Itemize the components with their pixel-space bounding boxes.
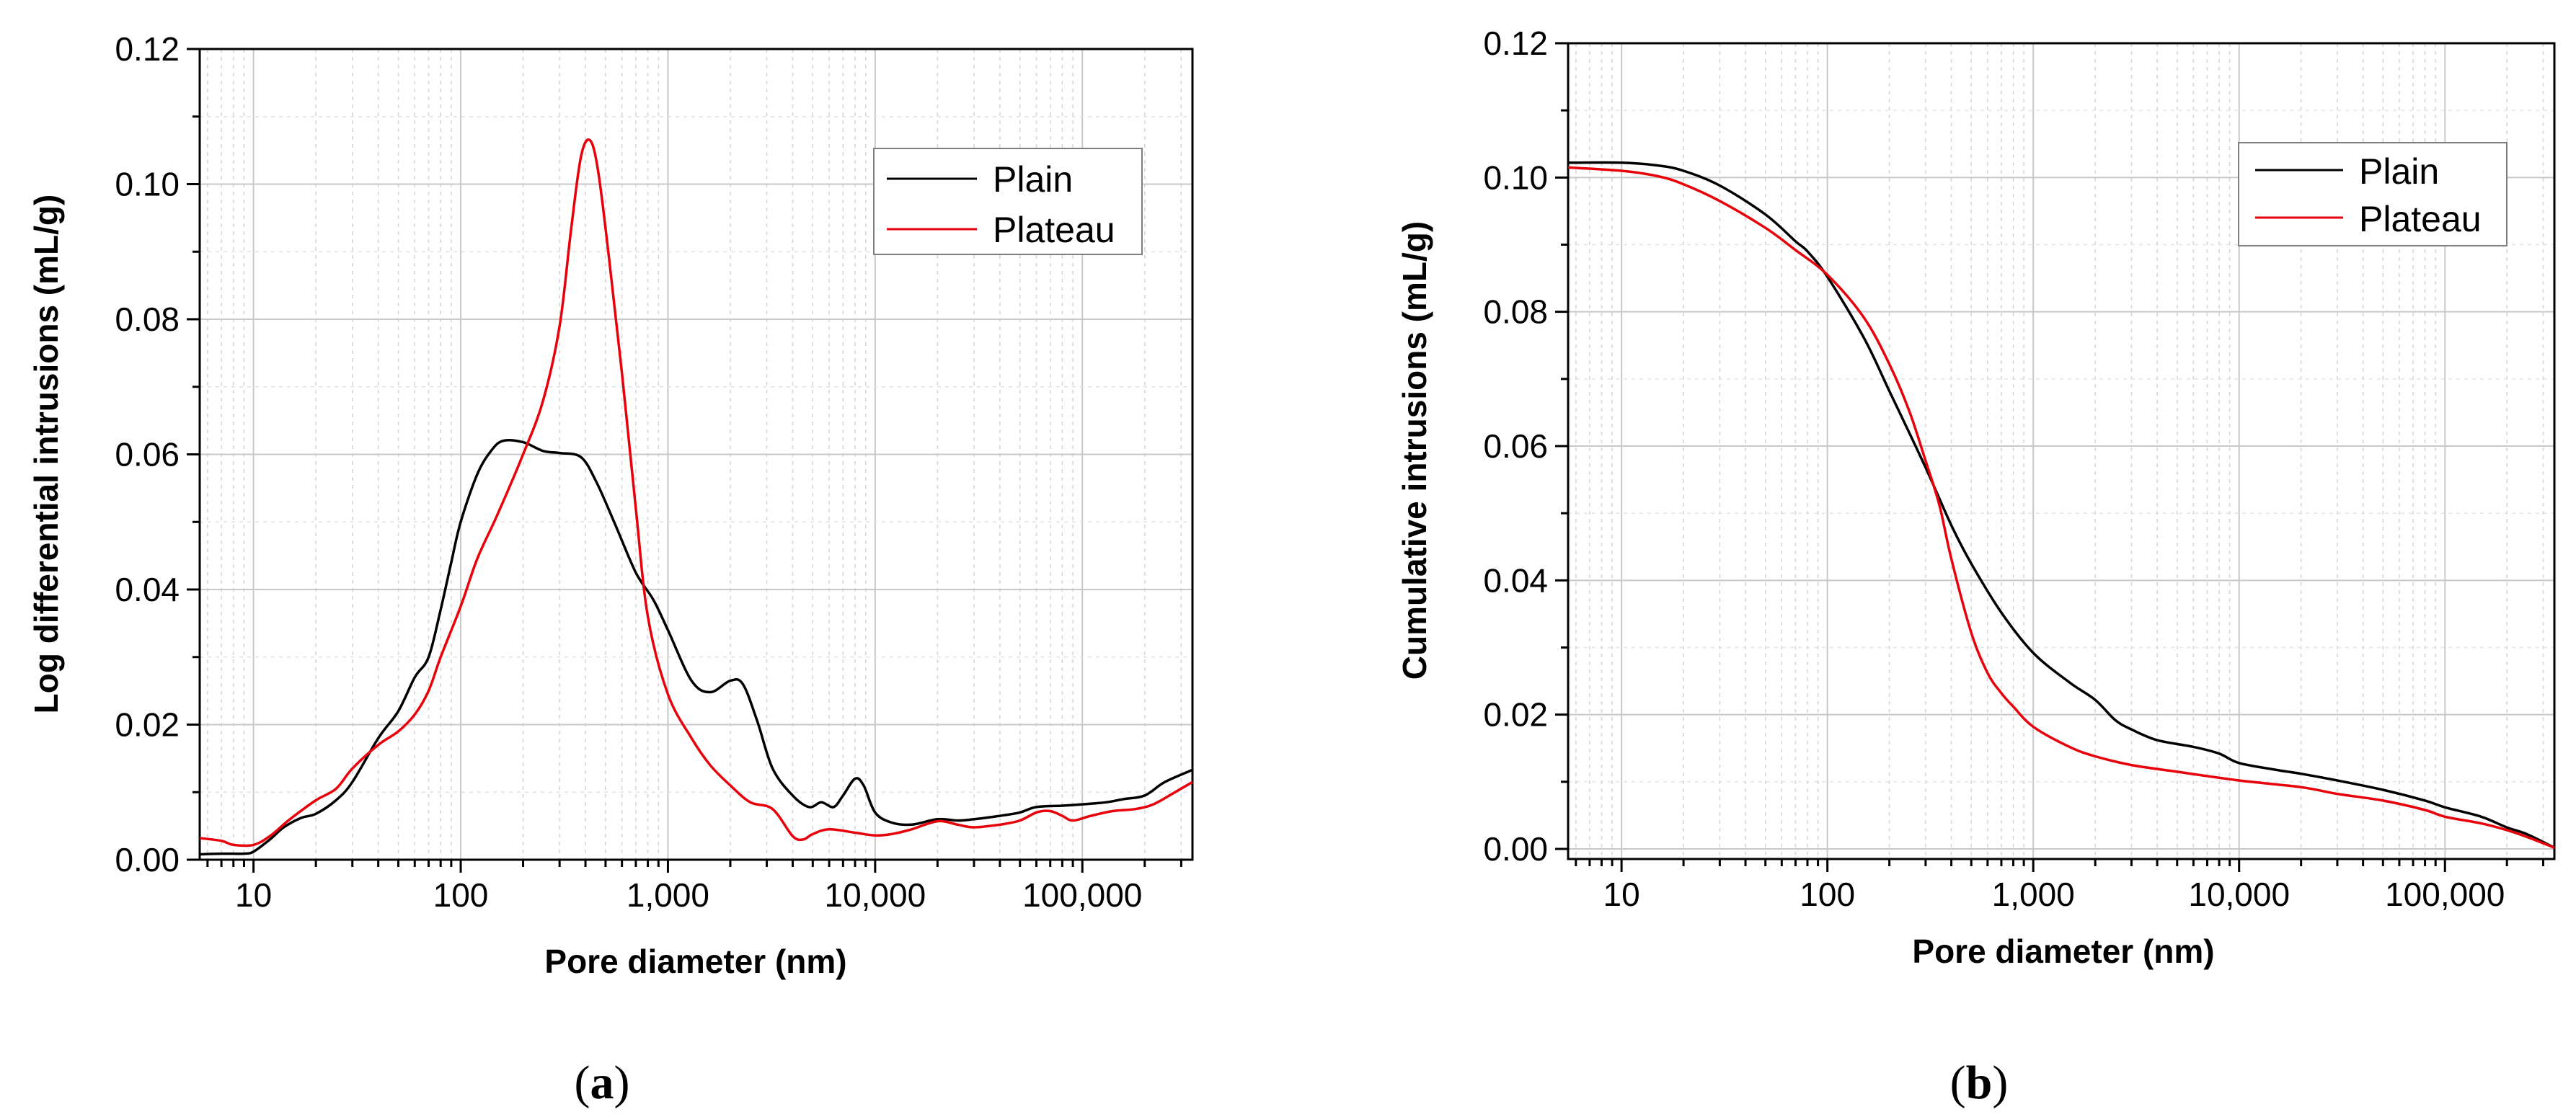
panel-label-a: (a) <box>575 1056 630 1109</box>
x-tick-label: 10 <box>1603 876 1640 913</box>
y-tick-label: 0.02 <box>115 706 180 744</box>
series-group-a <box>199 138 1193 856</box>
legend-box-b <box>2238 142 2508 246</box>
y-tick-label: 0.02 <box>1483 696 1548 734</box>
y-tick-label: 0.04 <box>115 571 180 608</box>
chart-panel-a: 10 100 1,000 10,000 100,000 0.00 0.02 0.04 0.06… <box>27 30 1194 1109</box>
series-line-plateau-a <box>199 138 1193 847</box>
y-axis-title-a: Log differential intrusions (mL/g) <box>27 195 65 714</box>
x-tick-label: 10 <box>235 876 272 914</box>
x-tick-label: 100,000 <box>1022 876 1142 914</box>
x-tick-label: 100 <box>1800 876 1855 913</box>
panel-letter-b: b <box>1966 1056 1993 1109</box>
x-tick-label: 1,000 <box>1992 876 2075 913</box>
legend-label-plateau-a: Plateau <box>993 210 1115 250</box>
legend-a: Plain Plateau <box>873 148 1143 255</box>
legend-b: Plain Plateau <box>2238 142 2508 246</box>
series-line-plateau-b <box>1567 166 2555 849</box>
y-tick-label: 0.04 <box>1483 561 1548 599</box>
legend-box-a <box>873 148 1143 255</box>
plot-frame-b <box>1567 42 2556 860</box>
legend-label-plain-b: Plain <box>2359 151 2439 192</box>
y-tick-label: 0.00 <box>1483 830 1548 868</box>
legend-label-plain-a: Plain <box>993 159 1073 200</box>
y-tick-label: 0.00 <box>115 841 180 878</box>
y-tick-label: 0.10 <box>115 166 180 203</box>
series-line-plain-b <box>1567 161 2555 849</box>
x-tick-labels-b: 10 100 1,000 10,000 100,000 <box>1603 876 2505 913</box>
x-tick-label: 1,000 <box>627 876 709 914</box>
chart-panel-b: 10 100 1,000 10,000 100,000 0.00 0.02 0.04 0.06… <box>1396 25 2556 1109</box>
x-tick-label: 10,000 <box>824 876 926 914</box>
y-tick-label: 0.06 <box>1483 427 1548 465</box>
y-tick-label: 0.12 <box>115 30 180 68</box>
y-tick-label: 0.06 <box>115 436 180 473</box>
legend-label-plateau-b: Plateau <box>2359 199 2482 239</box>
x-tick-label: 100,000 <box>2385 876 2505 913</box>
y-tick-labels-a: 0.00 0.02 0.04 0.06 0.08 0.10 0.12 <box>115 30 180 878</box>
panel-letter-a: a <box>590 1056 614 1109</box>
x-axis-title-a: Pore diameter (nm) <box>544 943 846 980</box>
y-tick-label: 0.08 <box>1483 293 1548 331</box>
axis-ticks-b <box>1555 42 2544 872</box>
x-axis-title-b: Pore diameter (nm) <box>1912 933 2214 970</box>
y-tick-label: 0.12 <box>1483 25 1548 62</box>
x-tick-label: 10,000 <box>2188 876 2290 913</box>
y-axis-title-b: Cumulative intrusions (mL/g) <box>1396 221 1433 680</box>
series-group-b <box>1567 161 2555 849</box>
axis-ticks-a <box>187 48 1182 873</box>
y-tick-labels-b: 0.00 0.02 0.04 0.06 0.08 0.10 0.12 <box>1483 25 1548 868</box>
y-tick-label: 0.10 <box>1483 159 1548 196</box>
x-tick-label: 100 <box>433 876 489 914</box>
grid-b <box>1568 43 2554 859</box>
x-tick-labels-a: 10 100 1,000 10,000 100,000 <box>235 876 1142 914</box>
y-tick-label: 0.08 <box>115 301 180 338</box>
series-line-plain-a <box>199 439 1193 856</box>
panel-label-b: (b) <box>1950 1056 2009 1109</box>
